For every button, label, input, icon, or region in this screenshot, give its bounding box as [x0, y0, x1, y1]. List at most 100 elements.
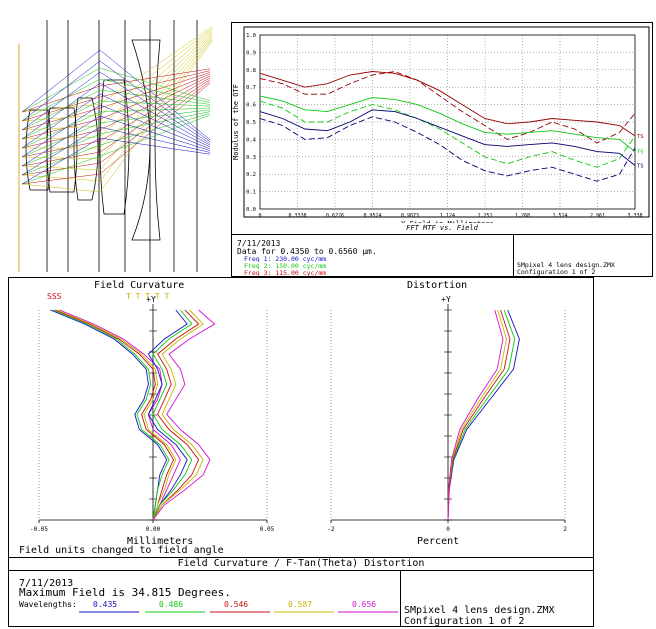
ray	[21, 71, 211, 144]
mtf-freq-2: Freq 2: 150.00 cyc/mm	[244, 262, 327, 270]
ray	[21, 81, 211, 176]
ray	[21, 35, 213, 160]
fc-config: Configuration 1 of 2	[404, 616, 525, 627]
wavelength-2: 0.486	[159, 600, 184, 609]
mtf-series: TS TS TS	[259, 71, 644, 182]
fc-file-name: SMpixel 4 lens design.ZMX	[404, 605, 555, 616]
lens-element-2	[46, 107, 78, 193]
mtf-series-line	[259, 95, 636, 152]
curve-line	[447, 309, 520, 521]
wavelength-swatches	[79, 611, 398, 613]
mtf-date: 7/11/2013	[237, 239, 281, 248]
curve-line	[52, 309, 170, 521]
mtf-series-label: TS	[637, 164, 644, 170]
y-axis-label: +Y	[441, 295, 451, 304]
mtf-file-name: SMpixel 4 lens design.ZMX	[517, 261, 615, 269]
ray	[21, 67, 211, 113]
mtf-ytick-label: 0.9	[246, 50, 256, 56]
mtf-xtick-label: 2.961	[590, 213, 605, 219]
divider	[400, 570, 401, 626]
dist-xlabel: Percent	[417, 536, 460, 547]
curve-line	[152, 309, 193, 521]
ray	[21, 78, 211, 122]
ray	[21, 37, 213, 171]
x-tick-label: -2	[327, 526, 335, 533]
mtf-xtick-label: 3.338	[627, 213, 642, 219]
fc-legend-t: T T T T T	[126, 292, 170, 301]
fc-window: Field Curvature Distortion SSS T T T T T…	[8, 277, 594, 627]
fc-legend-s: SSS	[47, 292, 62, 301]
mtf-title: FFT MTF vs. Field	[406, 224, 478, 232]
mtf-xtick-label: 1.514	[552, 213, 567, 219]
curve-line	[50, 309, 168, 521]
ray	[21, 83, 211, 185]
curve-line	[447, 309, 511, 521]
wavelength-1: 0.435	[93, 600, 118, 609]
ray	[21, 113, 211, 176]
lens-element-4	[99, 79, 130, 215]
mtf-series-label: TS	[637, 150, 644, 156]
ray	[21, 137, 211, 185]
mtf-xtick-label: 1.124	[440, 213, 455, 219]
mtf-ytick-label: 0.8	[246, 68, 256, 74]
mtf-series-line	[259, 71, 636, 144]
ray	[21, 126, 211, 176]
ray	[21, 70, 211, 122]
x-tick-label: 2	[563, 526, 567, 533]
mtf-series-line	[259, 116, 636, 182]
curve-line	[147, 309, 188, 521]
mtf-xtick-label: 0.9524	[363, 213, 381, 219]
wavelength-4: 0.587	[288, 600, 313, 609]
fc-date: 7/11/2013	[19, 578, 74, 589]
mtf-ylabel: Modulus of the OTF	[232, 84, 240, 160]
curve-line	[447, 309, 504, 521]
ray	[21, 75, 211, 149]
distortion-title: Distortion	[407, 280, 468, 291]
mtf-xtick-label: 0.6226	[326, 213, 344, 219]
ray	[21, 82, 211, 146]
wavelengths-label: Wavelengths:	[19, 600, 77, 609]
x-tick-label: 0	[446, 526, 450, 533]
fc-note: Field units changed to field angle	[19, 545, 224, 556]
ray	[21, 109, 211, 158]
ray	[21, 93, 211, 149]
mtf-freq-1: Freq 1: 230.00 cyc/mm	[244, 255, 327, 263]
wavelength-5: 0.656	[352, 600, 377, 609]
ray	[21, 49, 211, 140]
fc-xlabel: Millimeters	[127, 536, 194, 547]
ray	[21, 72, 211, 131]
distortion-plot: -2 0 2 +Y	[327, 295, 567, 533]
ray	[21, 114, 211, 185]
mtf-tick-labels: 0.0 0.1 0.2 0.3 0.4 0.5 0.6 0.7 0.8 0.9 1.0 0 0.3338…	[246, 33, 642, 219]
fc-max-field: Maximum Field is 34.815 Degrees.	[19, 586, 231, 599]
mtf-ytick-label: 0.7	[246, 85, 256, 91]
curve-line	[152, 309, 204, 521]
mtf-series-line	[259, 100, 636, 168]
mtf-xtick-label: 0.9073	[401, 213, 419, 219]
ray	[22, 33, 213, 149]
mtf-plot: TS TS TS 0.0 0.1 0.2 0.3 0.4 0.5 0.6 0.7 0.8 0.9 1.0…	[232, 26, 650, 223]
lens-element-3	[73, 97, 99, 201]
mtf-xtick-label: 0	[258, 213, 261, 219]
mtf-ytick-label: 0.3	[246, 155, 256, 161]
mtf-grid	[259, 34, 636, 210]
x-tick-label: 0.05	[260, 526, 275, 533]
ray	[21, 115, 211, 167]
mtf-ytick-label: 1.0	[246, 33, 256, 39]
ray	[21, 100, 211, 140]
x-tick-label: -0.05	[30, 526, 48, 533]
mtf-series-line	[259, 71, 636, 137]
curve-line	[447, 309, 507, 521]
ray	[21, 28, 213, 122]
mtf-window: TS TS TS 0.0 0.1 0.2 0.3 0.4 0.5 0.6 0.7 0.8 0.9 1.0…	[231, 22, 653, 277]
ray	[21, 30, 213, 131]
fc-bottom-title: Field Curvature / F-Tan(Theta) Distortio…	[177, 558, 425, 569]
mtf-data-line: Data for 0.4350 to 0.6560 μm.	[237, 247, 377, 256]
curve-line	[152, 309, 200, 521]
curve-line	[54, 309, 175, 521]
mtf-ytick-label: 0.6	[246, 103, 256, 109]
divider	[513, 234, 514, 276]
ray-fan	[21, 26, 213, 193]
mtf-xlabel: Y Field in Millimeters	[401, 220, 494, 223]
ray	[21, 32, 213, 140]
